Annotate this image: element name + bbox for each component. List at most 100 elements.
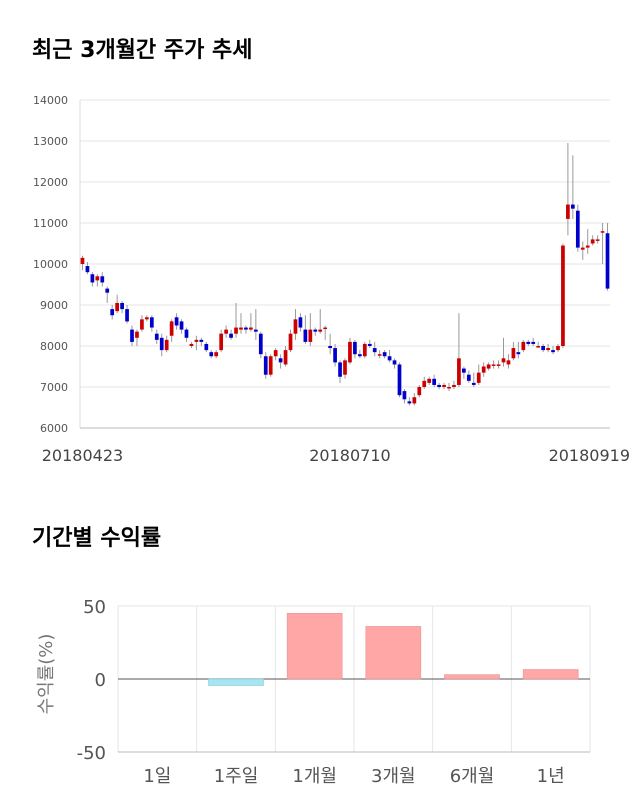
candle-body bbox=[130, 329, 134, 342]
price-trend-title: 최근 3개월간 주가 추세 bbox=[32, 38, 253, 63]
candle-body bbox=[184, 329, 189, 338]
candle-body bbox=[308, 329, 313, 342]
y-tick-label: 6000 bbox=[40, 422, 68, 435]
candle-body bbox=[174, 317, 179, 326]
candle-body bbox=[313, 329, 318, 332]
candle-body bbox=[110, 309, 115, 316]
x-tick-label: 3개월 bbox=[371, 766, 416, 787]
candle-body bbox=[135, 331, 139, 338]
x-tick-label: 20180710 bbox=[309, 446, 390, 465]
candle-body bbox=[551, 350, 555, 353]
candle-body bbox=[318, 329, 323, 332]
candle-body bbox=[229, 333, 233, 338]
y-tick-label: 11000 bbox=[33, 217, 68, 230]
candle-body bbox=[412, 397, 417, 404]
candle-body bbox=[263, 356, 268, 375]
candle-body bbox=[164, 339, 169, 351]
candle-body bbox=[442, 384, 446, 387]
candle-body bbox=[466, 374, 471, 381]
candle-body bbox=[506, 360, 511, 365]
candle-body bbox=[298, 317, 303, 328]
candle-body bbox=[471, 382, 476, 385]
candle-body bbox=[566, 204, 570, 219]
candle-body bbox=[447, 387, 451, 389]
candle-body bbox=[273, 350, 278, 357]
y-tick-label: 50 bbox=[83, 597, 106, 618]
candle-body bbox=[100, 276, 105, 283]
candle-body bbox=[546, 348, 550, 351]
candle-body bbox=[605, 233, 610, 289]
period-returns-chart: 50 0 -50 1일 1주일 1개월 3개월 6개월 1년 수익률(%) bbox=[36, 597, 591, 787]
y-tick-label: 10000 bbox=[33, 258, 68, 271]
candle-body bbox=[516, 352, 521, 355]
candle-body bbox=[140, 319, 144, 330]
y-tick-label: 7000 bbox=[40, 381, 68, 394]
candle-body bbox=[323, 327, 328, 330]
candle-body bbox=[145, 317, 149, 320]
candle-body bbox=[367, 343, 372, 346]
candle-body bbox=[462, 368, 466, 373]
candle-body bbox=[392, 360, 397, 365]
x-tick-label: 1일 bbox=[143, 766, 171, 787]
candle-body bbox=[293, 319, 298, 334]
candle-body bbox=[214, 352, 219, 357]
x-tick-label: 20180919 bbox=[549, 446, 630, 465]
candle-body bbox=[407, 401, 412, 404]
candle-body bbox=[427, 378, 432, 383]
y-tick-label: 12000 bbox=[33, 176, 68, 189]
y-tick-label: 8000 bbox=[40, 340, 68, 353]
candle-body bbox=[486, 364, 491, 369]
candle-body bbox=[189, 343, 194, 346]
candle-body bbox=[377, 354, 382, 356]
candle-body bbox=[417, 387, 422, 396]
candle-body bbox=[556, 346, 560, 351]
candle-body bbox=[125, 309, 129, 322]
candle-body bbox=[234, 327, 238, 334]
candle-body bbox=[288, 333, 293, 351]
candle-body bbox=[283, 350, 288, 365]
candle-body bbox=[382, 352, 387, 357]
return-bar bbox=[286, 613, 343, 680]
candle-body bbox=[239, 327, 243, 330]
candle-body bbox=[570, 204, 575, 209]
y-tick-label: 9000 bbox=[40, 299, 68, 312]
candle-body bbox=[224, 329, 228, 334]
candle-body bbox=[120, 302, 124, 310]
x-tick-label: 1개월 bbox=[292, 766, 337, 787]
candle-body bbox=[511, 348, 516, 359]
candle-body bbox=[491, 364, 496, 366]
candle-body bbox=[496, 364, 501, 366]
candle-body bbox=[253, 329, 258, 332]
candle-body bbox=[600, 231, 605, 233]
x-tick-label: 1주일 bbox=[214, 766, 259, 787]
candle-body bbox=[457, 358, 461, 385]
price-trend-chart: 6000 7000 8000 9000 10000 11000 12000 13000 1400… bbox=[33, 94, 630, 465]
candle-body bbox=[194, 339, 199, 342]
candle-body bbox=[343, 360, 347, 375]
return-bar bbox=[208, 678, 264, 686]
candle-body bbox=[397, 364, 402, 396]
y-tick-label: 0 bbox=[95, 670, 106, 691]
candle-body bbox=[585, 245, 590, 248]
candle-body bbox=[328, 346, 332, 349]
candle-body bbox=[80, 257, 85, 264]
candle-body bbox=[204, 343, 209, 351]
candle-body bbox=[422, 380, 427, 387]
return-bar bbox=[522, 669, 579, 680]
candle-body bbox=[501, 358, 506, 363]
candle-body bbox=[169, 321, 174, 336]
candle-body bbox=[249, 327, 253, 330]
candle-body bbox=[258, 333, 263, 355]
candle-body bbox=[561, 245, 565, 346]
returns-y-axis-label: 수익률(%) bbox=[36, 634, 57, 715]
candle-body bbox=[595, 239, 600, 241]
y-tick-label: 13000 bbox=[33, 135, 68, 148]
candle-body bbox=[481, 366, 486, 373]
x-tick-label: 1년 bbox=[537, 766, 565, 787]
candle-body bbox=[402, 391, 407, 400]
candle-body bbox=[348, 341, 352, 363]
y-tick-label: 14000 bbox=[33, 94, 68, 107]
candle-body bbox=[338, 362, 342, 377]
candle-body bbox=[333, 348, 337, 363]
candle-body bbox=[358, 354, 362, 357]
